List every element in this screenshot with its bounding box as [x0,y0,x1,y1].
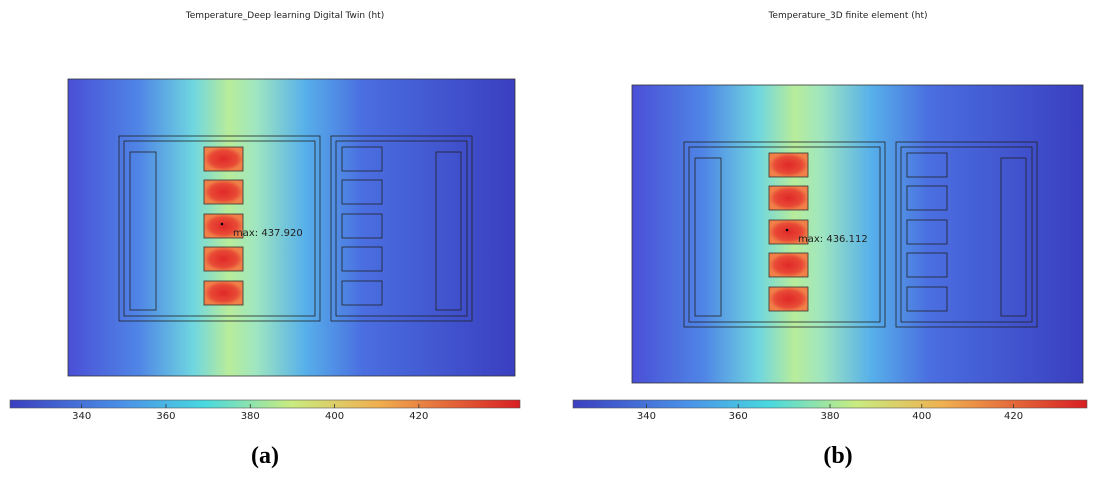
max-label: max: 436.112 [798,234,868,245]
small-block [341,246,383,272]
heat-source [203,179,244,205]
temperature-field [67,78,516,377]
small-block [341,179,383,205]
colorbar-tick-label: 340 [72,411,91,422]
temperature-field [631,84,1084,384]
colorbar-tick-label: 420 [1004,411,1023,422]
outer-box [118,135,321,322]
tall-block [1000,157,1027,317]
geometry: max: 437.920 [118,135,473,322]
outer-box [330,135,473,322]
small-block [906,152,948,178]
panel-title: Temperature_3D finite element (ht) [767,11,927,21]
heat-source [203,246,244,272]
panel-label: (a) [251,443,279,469]
inner-box [335,140,468,317]
max-label: max: 437.920 [233,228,303,239]
colorbar-tick-label: 420 [409,411,428,422]
geometry: max: 436.112 [683,141,1038,328]
small-block [341,213,383,239]
colorbar-tick-label: 380 [241,411,260,422]
max-point [785,228,789,232]
small-block [906,252,948,278]
colorbar-tick-label: 340 [637,411,656,422]
heat-source [768,152,809,178]
inner-box [688,146,881,323]
colorbar-tick-label: 380 [820,411,839,422]
outer-box [683,141,886,328]
inner-box [900,146,1033,323]
colorbar-tick-label: 360 [729,411,748,422]
small-block [906,185,948,211]
tall-block [129,151,157,311]
colorbar-tick-label: 360 [156,411,175,422]
colorbar [9,399,521,409]
heat-source [768,185,809,211]
max-point [220,222,224,226]
heat-source [768,219,809,245]
heat-source [768,286,809,312]
tall-block [694,157,722,317]
small-block [906,219,948,245]
colorbar-tick-label: 400 [325,411,344,422]
small-block [341,280,383,306]
heat-source [768,252,809,278]
heat-source [203,280,244,306]
heat-source [203,213,244,239]
heat-source [203,146,244,172]
outer-box [895,141,1038,328]
panel-title: Temperature_Deep learning Digital Twin (… [185,11,384,21]
tall-block [435,151,462,311]
colorbar-tick-label: 400 [912,411,931,422]
small-block [341,146,383,172]
panel-label: (b) [823,443,852,469]
small-block [906,286,948,312]
inner-box [123,140,316,317]
